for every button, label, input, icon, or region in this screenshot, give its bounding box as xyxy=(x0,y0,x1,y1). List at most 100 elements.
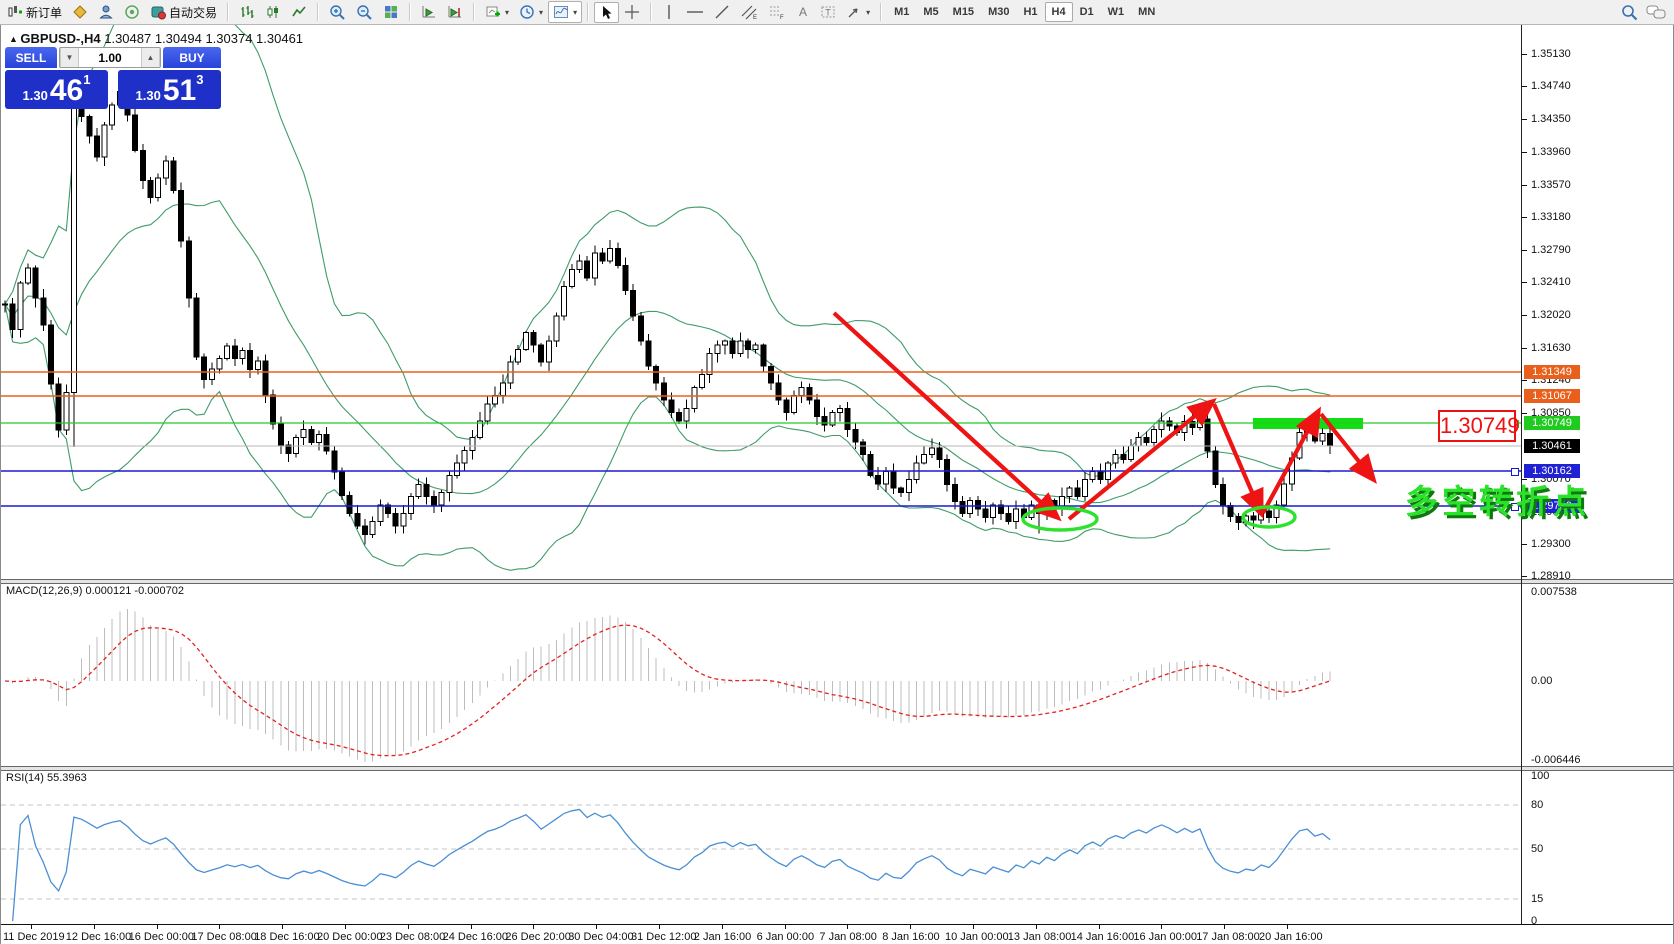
arrows-tool[interactable]: ▾ xyxy=(841,1,875,23)
rsi-line[interactable] xyxy=(12,808,1331,922)
sell-price-display[interactable]: 1.30 46 1 xyxy=(5,70,108,109)
buy-button[interactable]: BUY xyxy=(163,47,221,68)
volume-value[interactable]: 1.00 xyxy=(98,50,122,65)
price-tick-label: 1.34740 xyxy=(1531,80,1571,92)
line-chart-button[interactable] xyxy=(286,1,312,23)
lows-ellipse[interactable] xyxy=(1241,505,1297,529)
new-chart-button[interactable]: ▾ xyxy=(480,1,514,23)
trend-arrow[interactable] xyxy=(1261,406,1322,515)
lows-ellipse[interactable] xyxy=(1021,506,1099,532)
timeframe-w1[interactable]: W1 xyxy=(1107,6,1125,18)
timeframe-m30[interactable]: M30 xyxy=(988,6,1010,18)
vertical-line-tool[interactable] xyxy=(657,1,681,23)
trendline-tool[interactable] xyxy=(709,1,735,23)
trend-arrow[interactable] xyxy=(832,311,1062,522)
tile-windows-button[interactable] xyxy=(378,1,404,23)
time-tick-mark xyxy=(1035,925,1037,929)
equidistant-channel-tool[interactable]: E xyxy=(735,1,763,23)
vertical-line-icon xyxy=(668,5,670,19)
text-tool[interactable]: A xyxy=(791,1,815,23)
line-handle[interactable] xyxy=(1511,503,1519,511)
buy-price-display[interactable]: 1.30 51 3 xyxy=(118,70,221,109)
bar-chart-button[interactable] xyxy=(234,1,260,23)
crosshair-tool-button[interactable] xyxy=(619,1,645,23)
profiles-button[interactable]: ▾ xyxy=(514,1,548,23)
svg-text:T: T xyxy=(825,8,831,18)
chat-icon[interactable] xyxy=(1646,4,1666,20)
time-tick-label: 13 Jan 08:00 xyxy=(1007,931,1072,943)
chart-window[interactable]: ▲ GBPUSD-,H4 1.30487 1.30494 1.30374 1.3… xyxy=(0,24,1674,944)
svg-text:A: A xyxy=(799,5,807,19)
axis-tick-mark xyxy=(1522,479,1527,480)
autotrading-button[interactable]: 自动交易 xyxy=(145,1,222,24)
symbol-marker-icon: ▲ xyxy=(9,34,21,44)
timeframe-mn[interactable]: MN xyxy=(1138,6,1156,18)
timeframe-m1[interactable]: M1 xyxy=(894,6,910,18)
price-tick-label: 1.29300 xyxy=(1531,538,1571,550)
ohlc-quotes: 1.30487 1.30494 1.30374 1.30461 xyxy=(104,31,304,46)
trend-arrow[interactable] xyxy=(1319,412,1377,484)
navigator-button[interactable] xyxy=(93,1,119,23)
auto-scroll-icon xyxy=(422,6,436,18)
axis-tick-mark xyxy=(1522,54,1527,55)
time-tick-mark xyxy=(31,925,32,929)
candlestick-chart-button[interactable] xyxy=(260,1,286,23)
sell-button[interactable]: SELL xyxy=(5,47,57,68)
axis-tick-mark xyxy=(1522,250,1527,251)
toolbar-separator xyxy=(317,3,320,21)
macd-indicator-label: MACD(12,26,9) 0.000121 -0.000702 xyxy=(6,585,184,597)
volume-decrease-button[interactable]: ▼ xyxy=(60,48,79,67)
pane-separator[interactable] xyxy=(1,579,1673,584)
sell-price-big: 46 xyxy=(49,74,84,107)
fibonacci-tool[interactable]: F xyxy=(763,1,791,23)
price-tick-label: 1.33180 xyxy=(1531,211,1571,223)
time-axis: 11 Dec 2019 12 Dec 16:00 16 Dec 00:00 17 De… xyxy=(1,924,1673,944)
text-label-tool[interactable]: T xyxy=(815,1,841,23)
axis-tick-mark xyxy=(1522,544,1527,545)
time-tick-mark xyxy=(219,925,221,929)
timeframe-h1[interactable]: H1 xyxy=(1023,6,1038,18)
volume-increase-button[interactable]: ▲ xyxy=(141,48,160,67)
trend-arrow[interactable] xyxy=(1067,398,1217,521)
price-highlight-label: 1.31349 xyxy=(1524,365,1580,379)
horizontal-line-tool[interactable] xyxy=(681,1,709,23)
macd-signal-line[interactable] xyxy=(4,624,1331,757)
chart-shift-button[interactable] xyxy=(442,1,468,23)
auto-scroll-button[interactable] xyxy=(416,1,442,23)
zoom-out-button[interactable] xyxy=(351,1,378,24)
cursor-tool-button[interactable] xyxy=(594,1,620,23)
new-order-button[interactable]: 新订单 xyxy=(2,1,67,24)
timeframe-d1[interactable]: D1 xyxy=(1079,6,1094,18)
zoom-in-button[interactable] xyxy=(324,1,351,24)
search-icon[interactable] xyxy=(1621,4,1638,21)
price-tick-label: 1.32790 xyxy=(1531,244,1571,256)
chart-canvas[interactable] xyxy=(1,25,1673,944)
pane-separator[interactable] xyxy=(1,766,1673,771)
toolbar-separator xyxy=(587,3,590,21)
bollinger-middle-band[interactable] xyxy=(4,200,1331,504)
indicators-button[interactable]: ▾ xyxy=(548,1,583,23)
signals-button[interactable] xyxy=(119,1,145,23)
price-level-callout[interactable]: 1.30749 xyxy=(1438,410,1520,442)
time-tick-mark xyxy=(1161,925,1163,929)
line-handle[interactable] xyxy=(1511,468,1519,476)
annotation-note-text[interactable]: 多空转折点 xyxy=(1405,483,1590,520)
market-watch-icon xyxy=(73,5,87,19)
symbol-timeframe: GBPUSD-,H4 xyxy=(20,31,101,46)
buy-price-big: 51 xyxy=(162,74,197,107)
time-tick-label: 14 Jan 16:00 xyxy=(1070,931,1135,943)
price-tick-label: 1.33570 xyxy=(1531,179,1571,191)
new-order-icon xyxy=(8,6,22,17)
timeframe-m15[interactable]: M15 xyxy=(952,6,975,18)
axis-tick-mark xyxy=(1522,217,1527,218)
time-tick-mark xyxy=(910,925,912,929)
fibonacci-icon: F xyxy=(770,6,784,20)
timeframe-h4[interactable]: H4 xyxy=(1044,2,1073,22)
trend-arrow[interactable] xyxy=(1212,403,1264,519)
timeframe-m5[interactable]: M5 xyxy=(923,6,939,18)
price-tick-label: 1.32410 xyxy=(1531,276,1571,288)
macd-histogram xyxy=(12,608,1331,762)
bollinger-lower-band[interactable] xyxy=(4,303,1331,571)
market-watch-button[interactable] xyxy=(67,1,93,23)
